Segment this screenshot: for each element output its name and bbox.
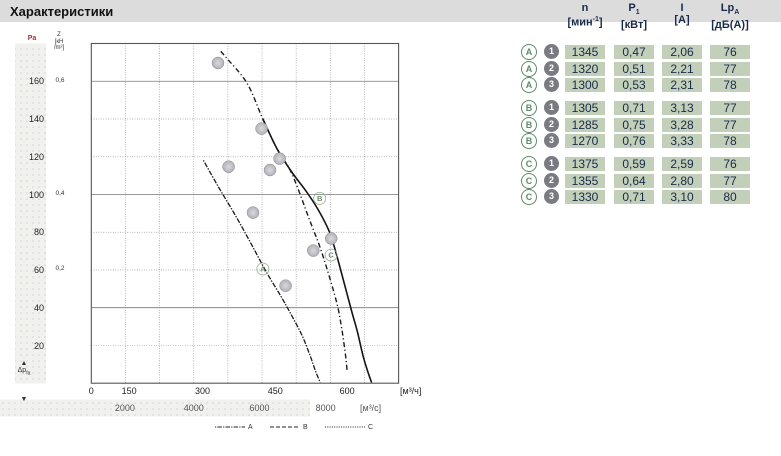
svg-text:A: A [248,424,253,431]
svg-text:C: C [328,251,334,260]
svg-text:B: B [317,194,323,203]
svg-text:C: C [368,424,373,431]
svg-text:B: B [303,424,308,431]
svg-text:A: A [260,265,266,274]
